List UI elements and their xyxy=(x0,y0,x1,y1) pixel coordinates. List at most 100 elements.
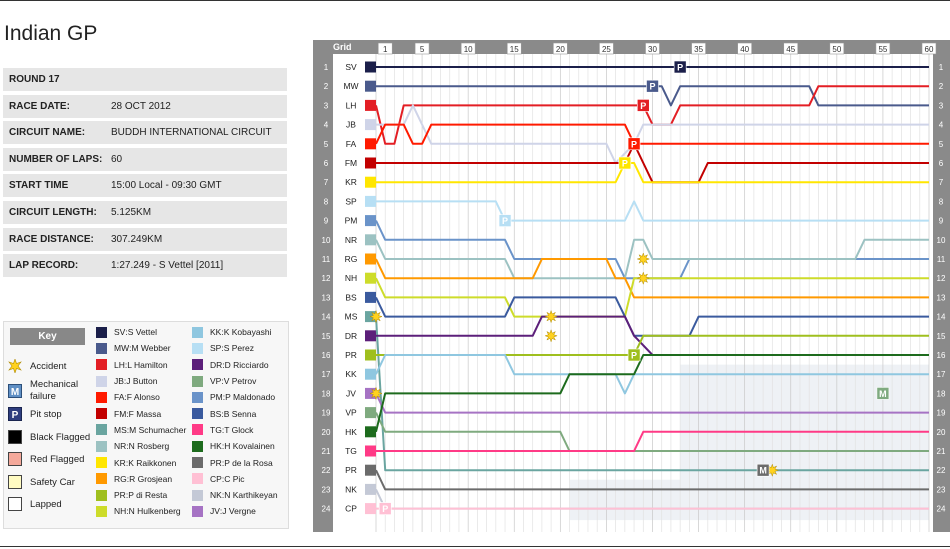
lap-tick-label: 55 xyxy=(878,45,887,54)
key-item: Accident xyxy=(8,359,66,373)
position-tick-left: 4 xyxy=(324,121,329,130)
driver-color-swatch xyxy=(96,489,107,501)
lap-tick-box xyxy=(645,42,660,55)
driver-legend-name: F Alonso xyxy=(126,392,160,403)
driver-color-swatch xyxy=(192,489,203,501)
svg-text:P: P xyxy=(12,410,19,421)
position-tick-left: 19 xyxy=(322,409,331,418)
grid-driver-box xyxy=(334,482,363,497)
lap-tick-box xyxy=(691,42,706,55)
driver-legend-separator: : xyxy=(221,441,225,452)
lap-tick-label: 15 xyxy=(510,45,519,54)
info-label: CIRCUIT LENGTH: xyxy=(9,206,97,218)
driver-legend-item: VP: V Petrov xyxy=(192,373,278,389)
pit-stop-letter: P xyxy=(502,216,508,226)
driver-legend-separator: : xyxy=(123,376,127,387)
driver-line-pr xyxy=(375,469,929,491)
grid-driver-swatch xyxy=(365,253,376,265)
driver-legend-separator: : xyxy=(126,408,129,419)
grid-driver-code: PR xyxy=(345,465,357,475)
driver-legend-code: PM xyxy=(210,392,223,403)
grid-driver-box xyxy=(334,213,363,228)
driver-color-swatch xyxy=(192,457,203,469)
position-tick-left: 2 xyxy=(324,82,329,91)
grid-driver-swatch xyxy=(365,215,376,227)
driver-legend-item: KK: K Kobayashi xyxy=(192,324,278,340)
driver-legend-name: M Webber xyxy=(131,343,171,354)
position-tick-right: 7 xyxy=(939,178,944,187)
accident-marker xyxy=(636,271,651,286)
grid-driver-box xyxy=(334,194,363,209)
position-tick-left: 3 xyxy=(324,101,329,110)
grid-driver-box xyxy=(334,136,363,151)
driver-legend-item: NR: N Rosberg xyxy=(96,438,186,454)
driver-color-swatch xyxy=(192,473,203,485)
grid-driver-code: FM xyxy=(345,158,357,168)
lap-tick-box xyxy=(377,42,393,55)
grid-driver-code: LH xyxy=(346,100,357,110)
driver-legend-code: MW xyxy=(114,343,130,354)
driver-legend-code: NH xyxy=(114,506,127,517)
driver-legend-code: FA xyxy=(114,392,125,403)
driver-line-kk xyxy=(375,354,929,395)
driver-legend-separator: : xyxy=(126,473,130,484)
lapped-icon xyxy=(8,497,22,511)
grid-driver-swatch xyxy=(365,291,376,303)
chart-header-bar xyxy=(313,40,950,54)
legend-panel: Key Accident M Mechanical failure P Pit stop… xyxy=(3,321,289,529)
position-tick-right: 8 xyxy=(939,197,944,206)
driver-legend-name: C Pic xyxy=(224,473,245,484)
info-label: CIRCUIT NAME: xyxy=(9,127,86,139)
driver-line-sp xyxy=(376,200,929,222)
key-item-label: Mechanical failure xyxy=(30,379,79,402)
lap-tick-box xyxy=(414,42,430,55)
mechanical-failure-letter: M xyxy=(879,389,887,399)
grid-driver-box xyxy=(334,444,363,458)
grid-driver-box xyxy=(334,156,363,170)
lap-tick-label: 60 xyxy=(925,45,934,54)
key-item-label: Accident xyxy=(30,360,67,372)
grid-driver-code: JB xyxy=(346,120,356,130)
driver-legend-separator: : xyxy=(126,441,129,452)
lap-tick-label: 40 xyxy=(740,45,749,54)
driver-line-pm xyxy=(375,220,929,280)
grid-driver-swatch xyxy=(365,61,376,73)
position-tick-right: 9 xyxy=(939,217,944,226)
position-tick-right: 10 xyxy=(937,236,946,245)
position-tick-left: 6 xyxy=(324,159,329,168)
driver-legend-separator: : xyxy=(221,473,225,484)
info-value: 60 xyxy=(111,153,123,165)
driver-legend-code: JV xyxy=(210,506,220,517)
grid-driver-swatch xyxy=(365,80,376,92)
grid-driver-code: HK xyxy=(345,427,357,437)
lap-tick-box xyxy=(783,42,799,55)
lap-tick-label: 10 xyxy=(464,45,473,54)
driver-legend-item: LH: L Hamilton xyxy=(96,357,186,373)
pit-stop-marker xyxy=(378,502,392,515)
driver-line-tg xyxy=(376,430,929,452)
grid-driver-code: DR xyxy=(345,331,357,341)
driver-line-fa xyxy=(375,123,929,145)
position-tick-right: 4 xyxy=(939,121,944,130)
position-tick-right: 24 xyxy=(937,505,946,514)
driver-legend-name: F Massa xyxy=(128,408,162,419)
driver-legend-item: SP: S Perez xyxy=(192,340,278,356)
driver-legend-item: KR: K Raikkonen xyxy=(96,454,186,470)
driver-line-bs xyxy=(375,296,929,337)
key-item-label: Pit stop xyxy=(30,408,62,420)
position-tick-right: 19 xyxy=(937,409,946,418)
grid-driver-code: PR xyxy=(345,350,357,360)
driver-color-swatch xyxy=(96,440,107,452)
accident-marker xyxy=(369,386,383,401)
grid-driver-box xyxy=(334,367,363,382)
driver-legend-separator: : xyxy=(221,408,224,419)
driver-legend-item: JB: J Button xyxy=(96,373,186,389)
info-value: 5.125KM xyxy=(111,206,152,218)
position-tick-left: 1 xyxy=(324,63,329,72)
driver-legend-item: HK: H Kovalainen xyxy=(192,438,278,454)
driver-legend-item: PM: P Maldonado xyxy=(192,389,278,405)
driver-legend-code: CP xyxy=(210,473,222,484)
info-value: 15:00 Local - 09:30 GMT xyxy=(111,180,222,192)
info-value: 1:27.249 - S Vettel [2011] xyxy=(111,260,224,272)
driver-legend-name: R Grosjean xyxy=(129,473,173,484)
